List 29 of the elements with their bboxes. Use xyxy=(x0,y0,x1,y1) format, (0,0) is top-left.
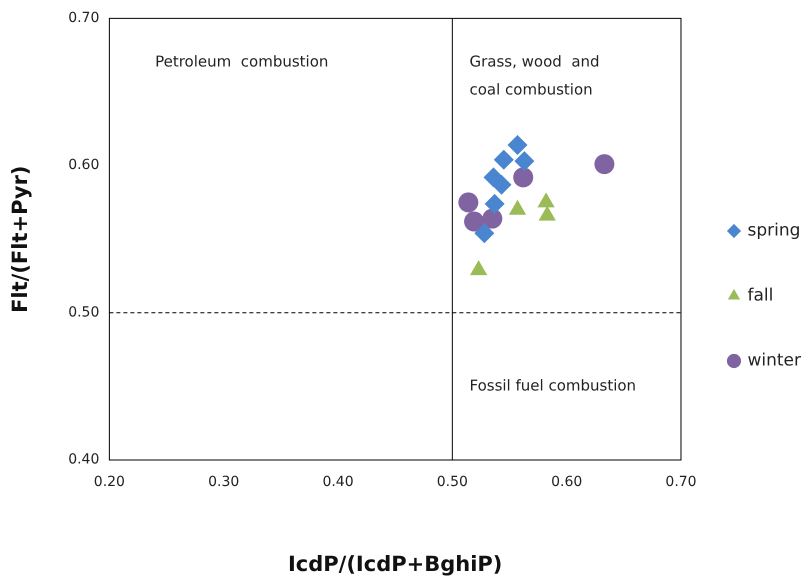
point xyxy=(508,134,528,155)
y-tick-label: 0.70 xyxy=(68,10,100,26)
x-tick-label: 0.20 xyxy=(94,474,125,490)
x-tick-label: 0.70 xyxy=(665,474,697,490)
point xyxy=(474,223,494,244)
y-tick-label: 0.40 xyxy=(68,452,100,468)
y-tick-label: 0.60 xyxy=(68,157,100,174)
legend-label: winter xyxy=(747,350,802,370)
legend-label: fall xyxy=(747,285,774,306)
point xyxy=(494,150,514,170)
x-tick-label: 0.30 xyxy=(208,474,240,490)
x-tick-label: 0.50 xyxy=(436,474,468,490)
x-axis-title: IcdP/(IcdP+BghiP) xyxy=(288,552,502,576)
point xyxy=(514,151,534,172)
point xyxy=(594,154,614,174)
y-tick-label: 0.50 xyxy=(68,304,100,320)
point xyxy=(458,192,478,212)
annotation: Petroleum combustion xyxy=(155,52,328,71)
annotation: Fossil fuel combustion xyxy=(469,376,636,394)
y-axis-title: Flt/(Flt+Pyr) xyxy=(8,165,32,313)
point xyxy=(482,208,502,229)
x-tick-label: 0.60 xyxy=(551,474,582,490)
annotation: Grass, wood and coal combustion xyxy=(469,52,600,99)
point xyxy=(513,167,534,188)
point xyxy=(464,212,484,232)
point xyxy=(484,194,505,214)
point xyxy=(492,174,512,195)
x-tick-label: 0.40 xyxy=(322,474,354,490)
legend-label: spring xyxy=(747,220,800,240)
